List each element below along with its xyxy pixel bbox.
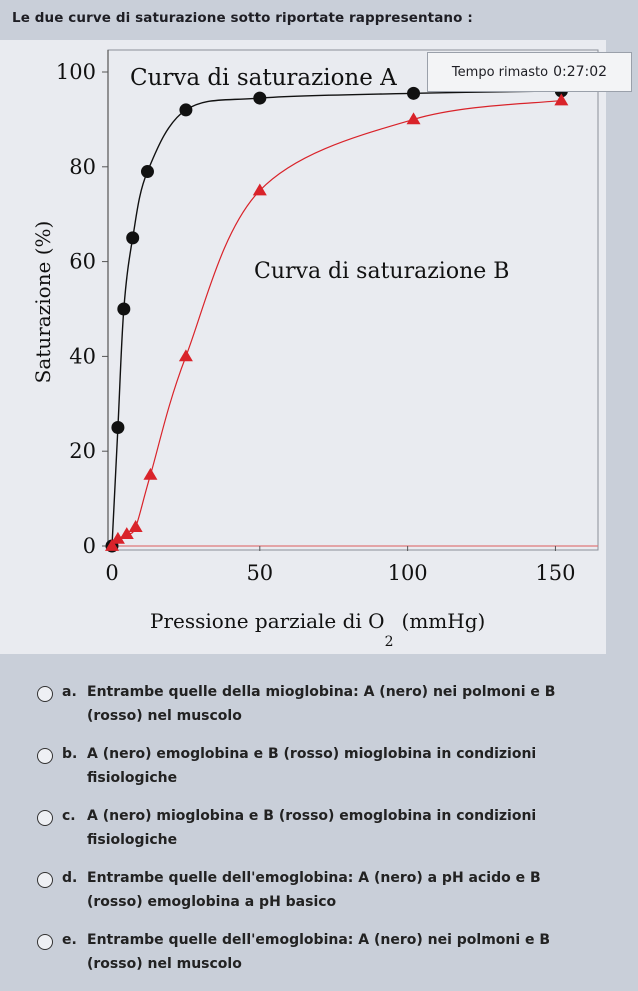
series-layer [105,84,569,553]
data-point-a [117,302,131,316]
y-tick-label: 40 [69,344,96,368]
series-line-a [111,90,562,547]
data-point-b [252,183,267,196]
data-point-b [406,112,421,125]
option-e[interactable]: e. Entrambe quelle dell'emoglobina: A (n… [0,928,638,990]
radio-button-a[interactable] [37,686,53,702]
x-axis-label-main: Pressione parziale di O [150,609,385,633]
option-text: Entrambe quelle dell'emoglobina: A (nero… [87,870,541,910]
y-ticks: 0 20 40 60 80 100 [56,60,108,558]
y-tick-label: 60 [69,250,96,274]
data-point-a [179,103,193,117]
option-d[interactable]: d. Entrambe quelle dell'emoglobina: A (n… [0,866,638,928]
data-point-a [126,231,140,245]
data-point-b [119,527,134,540]
question-text: Le due curve di saturazione sotto riport… [12,10,473,26]
data-point-b [110,531,125,544]
y-tick-label: 0 [83,534,96,558]
option-letter: b. [62,746,78,762]
option-letter: d. [62,870,78,886]
chart-panel: 0 20 40 60 80 100 0 50 100 150 Curva di saturazi… [0,40,606,654]
data-point-b [128,520,143,532]
option-b[interactable]: b. A (nero) emoglobina e B (rosso) miogl… [0,742,638,804]
option-text: A (nero) emoglobina e B (rosso) mioglobi… [87,746,537,786]
x-tick-label: 100 [388,561,428,585]
x-ticks: 0 50 100 150 [105,546,575,585]
answer-options: a. Entrambe quelle della mioglobina: A (… [0,680,638,990]
timer-label: Tempo rimasto [451,64,549,80]
timer-value: 0:27:02 [553,64,608,80]
option-letter: c. [62,808,76,824]
curve-b-label: Curva di saturazione B [254,259,509,284]
y-tick-label: 100 [56,60,96,84]
radio-button-b[interactable] [37,748,53,764]
option-c[interactable]: c. A (nero) mioglobina e B (rosso) emogl… [0,804,638,866]
option-text: Entrambe quelle dell'emoglobina: A (nero… [87,932,551,972]
data-point-b [105,539,119,551]
x-axis-label-subscript: 2 [385,634,394,650]
radio-button-c[interactable] [37,810,53,826]
data-point-b [554,93,569,106]
radio-button-e[interactable] [37,934,53,950]
chart-title: Curva di saturazione A [130,65,397,91]
y-tick-label: 80 [69,155,96,179]
radio-button-d[interactable] [37,872,53,888]
data-point-a [140,165,154,179]
data-point-a [253,91,267,105]
option-letter: a. [62,684,77,700]
data-point-b [178,349,193,362]
y-tick-label: 20 [69,439,96,463]
option-a[interactable]: a. Entrambe quelle della mioglobina: A (… [0,680,638,742]
x-tick-label: 150 [535,561,575,585]
data-point-a [111,421,125,434]
series-line-b [111,99,562,547]
y-axis-label: Saturazione (%) [31,221,55,384]
x-axis-label-unit: (mmHg) [402,609,486,633]
saturation-chart: 0 20 40 60 80 100 0 50 100 150 Curva di saturazi… [31,49,599,650]
data-point-a [407,86,421,100]
x-tick-label: 50 [246,561,273,585]
x-axis-label: Pressione parziale di O2 (mmHg) [150,609,485,650]
plot-frame [107,49,599,551]
x-tick-label: 0 [105,561,118,585]
option-text: Entrambe quelle della mioglobina: A (ner… [87,684,556,724]
option-text: A (nero) mioglobina e B (rosso) emoglobi… [87,808,537,848]
option-letter: e. [62,932,77,948]
timer-box: Tempo rimasto 0:27:02 [427,52,632,92]
data-point-b [143,467,158,480]
